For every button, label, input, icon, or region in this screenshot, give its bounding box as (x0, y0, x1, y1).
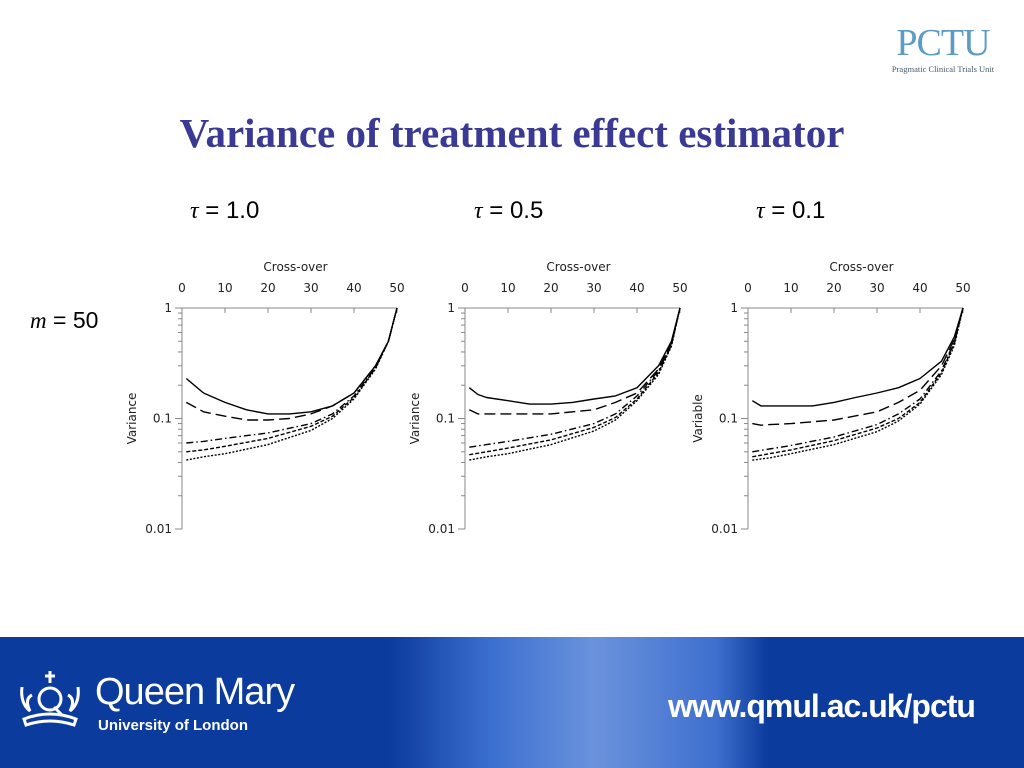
series-line-dotted (186, 307, 398, 461)
institution-name: Queen Mary (95, 671, 295, 713)
m-symbol: m (30, 308, 47, 333)
series-line-dash-dot (469, 307, 681, 448)
chart-heading-1: τ = 1.0 (190, 196, 259, 226)
y-tick-label: 0.01 (428, 522, 455, 536)
tau-symbol: τ (190, 198, 199, 224)
series-line-short-dash (469, 307, 681, 456)
series-line-short-dash (752, 307, 964, 458)
series-line-long-dash (752, 307, 964, 426)
y-axis-label: Variance (125, 393, 139, 445)
series-line-solid (185, 307, 398, 415)
series-line-solid (751, 307, 964, 407)
crown-crest-icon (20, 671, 80, 727)
pctu-logo: PCTU Pragmatic Clinical Trials Unit (888, 22, 998, 75)
x-tick-label: 10 (500, 281, 515, 295)
x-tick-label: 50 (955, 281, 970, 295)
series-line-long-dash (468, 307, 681, 415)
slide-title: Variance of treatment effect estimator (179, 110, 845, 156)
tau-symbol: τ (474, 198, 483, 224)
m-value: = 50 (53, 307, 99, 333)
logo-subtitle: Pragmatic Clinical Trials Unit (891, 64, 995, 74)
x-tick-label: 50 (389, 281, 404, 295)
series-line-long-dash (185, 307, 398, 421)
x-axis-label: Cross-over (263, 260, 327, 274)
y-tick-label: 1 (164, 301, 172, 315)
y-tick-label: 1 (730, 301, 738, 315)
x-tick-label: 30 (869, 281, 884, 295)
tau-value: = 1.0 (205, 197, 260, 224)
x-tick-label: 10 (217, 281, 232, 295)
y-tick-label: 0.01 (711, 522, 738, 536)
tau-symbol: τ (756, 198, 765, 224)
chart-1: 0 10 20 30 40 50 1 0.1 0.01 Cross-over Variance (125, 260, 405, 536)
y-tick-label: 0.1 (436, 412, 455, 426)
x-tick-label: 0 (461, 281, 469, 295)
y-axis-label: Variance (408, 393, 422, 445)
chart-heading-3: τ = 0.1 (756, 196, 825, 226)
x-tick-label: 50 (672, 281, 687, 295)
x-tick-label: 20 (543, 281, 558, 295)
x-axis-label: Cross-over (546, 260, 610, 274)
chart-2: 0 10 20 30 40 50 1 0.1 0.01 Cross-over Variance (408, 260, 688, 536)
chart-heading-2: τ = 0.5 (474, 196, 543, 226)
x-tick-label: 10 (783, 281, 798, 295)
x-tick-label: 30 (586, 281, 601, 295)
series-line-solid (468, 307, 681, 405)
institution-subtitle: University of London (98, 717, 248, 734)
x-tick-label: 40 (346, 281, 361, 295)
series-line-dotted (752, 307, 964, 461)
x-tick-label: 40 (912, 281, 927, 295)
tau-value: = 0.5 (489, 197, 544, 224)
y-tick-label: 1 (447, 301, 455, 315)
series-line-dash-dot (186, 307, 398, 444)
series-line-dash-dot (752, 307, 964, 453)
chart-3: 0 10 20 30 40 50 1 0.1 0.01 Cross-over Variable (691, 260, 971, 536)
website-url[interactable]: www.qmul.ac.uk/pctu (668, 688, 976, 724)
series-line-short-dash (186, 307, 398, 453)
x-tick-label: 30 (303, 281, 318, 295)
y-axis-label: Variable (691, 394, 705, 443)
x-tick-label: 20 (826, 281, 841, 295)
logo-text: PCTU (896, 22, 990, 64)
x-axis-label: Cross-over (829, 260, 893, 274)
row-label: m = 50 (30, 306, 98, 335)
y-tick-label: 0.1 (719, 412, 738, 426)
x-tick-label: 0 (178, 281, 186, 295)
footer-banner: Queen Mary University of London www.qmul… (0, 637, 1024, 768)
x-tick-label: 0 (744, 281, 752, 295)
y-tick-label: 0.01 (145, 522, 172, 536)
y-tick-label: 0.1 (153, 412, 172, 426)
x-tick-label: 20 (260, 281, 275, 295)
series-line-dotted (469, 307, 681, 461)
x-tick-label: 40 (629, 281, 644, 295)
tau-value: = 0.1 (771, 197, 826, 224)
